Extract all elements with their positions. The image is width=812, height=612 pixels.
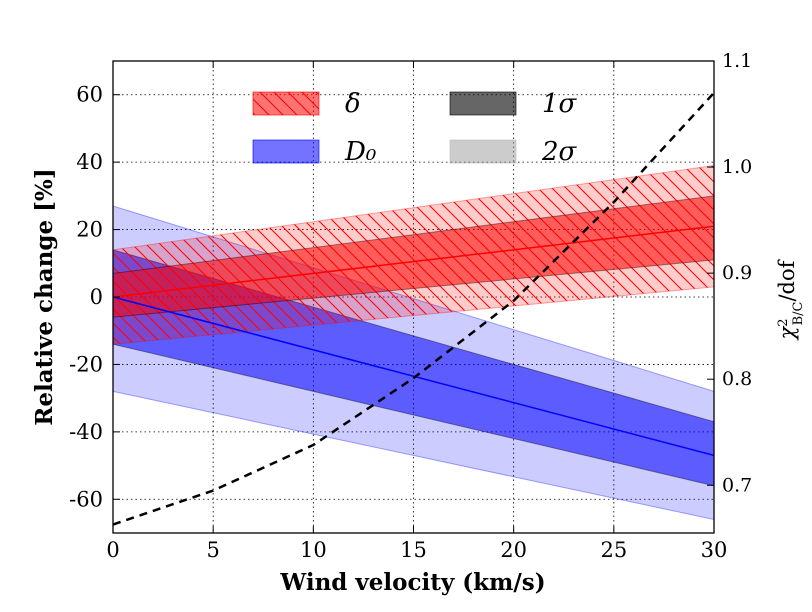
y-tick-label: 40 [76,150,103,174]
x-tick-label: 10 [300,538,327,562]
y-tick-label: -60 [69,487,103,511]
band-1sigma-delta [113,195,714,318]
y2-tick-label: 1.0 [722,156,752,178]
x-tick-label: 30 [701,538,728,562]
legend: δ D₀ 1σ 2σ [252,89,578,167]
y2-tick-label: 0.8 [722,368,752,390]
legend-label-2: 1σ [542,89,578,119]
x-axis-title: Wind velocity (km/s) [279,569,545,596]
x-tick-label: 0 [106,538,119,562]
x-tick-label: 5 [206,538,219,562]
chi2-curve [113,91,714,526]
y-tick-label: -20 [69,352,103,376]
y2-axis-title: χ2B/C/dof [775,258,806,341]
line-d0 [113,296,714,457]
lines [113,91,714,526]
legend-swatch-2 [449,91,517,116]
legend-swatch-3 [449,139,517,164]
legend-label-3: 2σ [541,137,578,167]
bands [113,165,714,521]
legend-label-1: D₀ [344,137,377,167]
y-tick-label: -40 [69,420,103,444]
y-tick-label: 20 [76,218,103,242]
x-tick-label: 15 [400,538,427,562]
y-tick-label: 60 [76,83,103,107]
y-tick-label: 0 [90,285,103,309]
legend-label-0: δ [345,89,361,119]
y2-tick-label: 0.7 [722,474,752,496]
x-tick-label: 20 [500,538,527,562]
y2-tick-label: 1.1 [722,50,752,72]
y2-tick-label: 0.9 [722,262,752,284]
y-axis-title: Relative change [%] [31,168,58,425]
line-delta [113,225,714,298]
x-tick-label: 25 [600,538,627,562]
legend-hatch [253,92,319,115]
ticks: 0 5 10 15 20 25 30 -60 -40 -20 0 20 40 60 0.7 0.8 0.9 1.0… [69,50,752,562]
legend-swatch-1 [252,139,320,164]
